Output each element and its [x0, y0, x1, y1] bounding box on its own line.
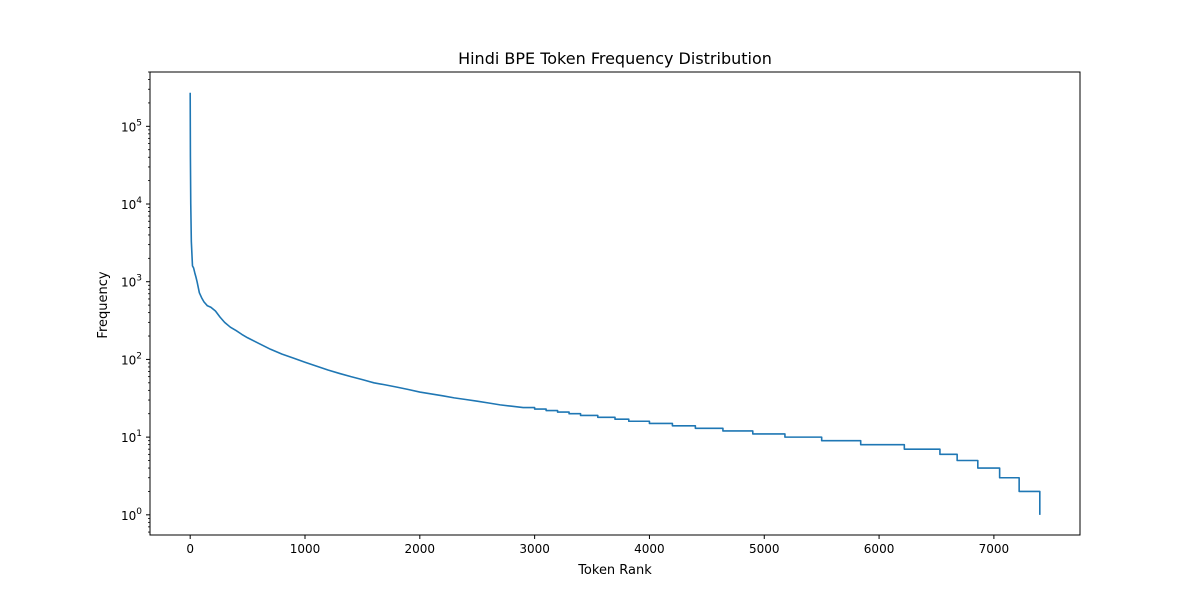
- chart-title: Hindi BPE Token Frequency Distribution: [458, 49, 772, 68]
- y-axis-title: Frequency: [96, 271, 111, 338]
- x-tick-label: 7000: [979, 542, 1010, 556]
- x-tick-label: 2000: [405, 542, 436, 556]
- x-tick-label: 5000: [749, 542, 780, 556]
- y-tick-label: 102: [121, 351, 142, 367]
- x-axis-title: Token Rank: [577, 563, 652, 578]
- y-tick-label: 101: [121, 429, 142, 445]
- y-tick-label: 105: [121, 118, 142, 134]
- y-tick-label: 100: [121, 507, 142, 523]
- y-tick-label: 104: [121, 196, 142, 212]
- plot-area: [189, 92, 1041, 515]
- x-tick-label: 3000: [519, 542, 550, 556]
- x-tick-label: 1000: [290, 542, 321, 556]
- series-line: [189, 92, 1041, 515]
- x-axis: 0 1000 2000 3000 4000 5000 6000 7000: [186, 535, 1009, 556]
- plot-frame: [149, 71, 1081, 536]
- x-tick-label: 0: [186, 542, 194, 556]
- y-axis: 100 101 102 103 104 105: [121, 71, 150, 533]
- y-tick-label: 103: [121, 274, 142, 290]
- x-tick-label: 4000: [634, 542, 665, 556]
- x-tick-label: 6000: [864, 542, 895, 556]
